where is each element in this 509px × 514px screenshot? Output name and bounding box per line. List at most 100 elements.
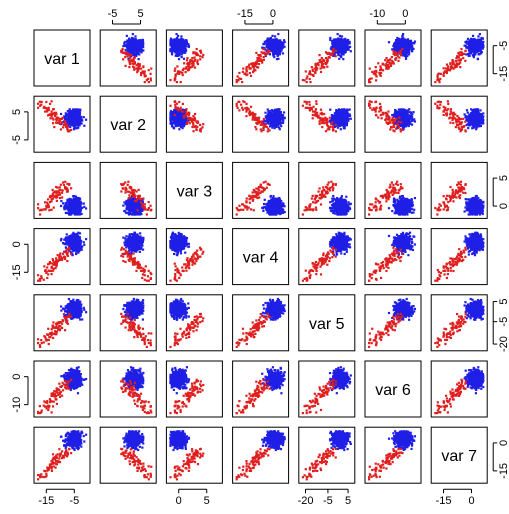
point-blue <box>269 38 271 40</box>
point-red <box>458 56 460 58</box>
point-blue <box>476 45 478 47</box>
point-red <box>53 126 55 128</box>
point-blue <box>482 37 484 39</box>
point-blue <box>184 48 186 50</box>
point-red <box>178 101 180 103</box>
point-red <box>325 57 327 59</box>
point-blue <box>126 35 128 37</box>
point-red <box>149 73 151 75</box>
point-blue <box>349 42 351 44</box>
point-red <box>64 123 66 125</box>
point-blue <box>411 50 413 52</box>
point-red <box>254 64 256 66</box>
point-red <box>142 65 144 67</box>
point-red <box>52 118 54 120</box>
point-blue <box>73 128 75 130</box>
point-blue <box>134 38 136 40</box>
point-blue <box>262 43 264 45</box>
point-red <box>316 67 318 69</box>
point-blue <box>337 49 339 51</box>
point-red <box>252 71 254 73</box>
point-blue <box>277 43 279 45</box>
point-red <box>460 54 462 56</box>
point-red <box>257 60 259 62</box>
point-red <box>185 110 187 112</box>
point-blue <box>342 44 344 46</box>
point-red <box>200 128 202 130</box>
point-red <box>319 67 321 69</box>
point-blue <box>132 33 134 35</box>
point-blue <box>346 48 348 50</box>
point-blue <box>337 47 339 49</box>
point-red <box>201 56 203 58</box>
point-blue <box>69 114 71 116</box>
point-blue <box>279 43 281 45</box>
point-blue <box>343 49 345 51</box>
point-blue <box>85 119 87 121</box>
point-blue <box>342 58 344 60</box>
point-red <box>256 61 258 63</box>
point-blue <box>279 128 281 130</box>
point-red <box>446 71 448 73</box>
point-red <box>335 55 337 57</box>
point-red <box>68 130 70 132</box>
point-blue <box>73 121 75 123</box>
point-red <box>51 100 53 102</box>
point-blue <box>470 49 472 51</box>
point-blue <box>341 41 343 43</box>
point-red <box>251 63 253 65</box>
point-blue <box>271 41 273 43</box>
point-blue <box>408 42 410 44</box>
point-red <box>388 60 390 62</box>
point-blue <box>338 53 340 55</box>
point-red <box>191 57 193 59</box>
point-blue <box>337 37 339 39</box>
point-red <box>194 126 196 128</box>
point-red <box>139 63 141 65</box>
point-red <box>148 81 150 83</box>
point-red <box>60 128 62 130</box>
point-blue <box>347 45 349 47</box>
point-blue <box>479 40 481 42</box>
point-red <box>150 67 152 69</box>
point-blue <box>481 51 483 53</box>
point-red <box>195 52 197 54</box>
point-red <box>188 114 190 116</box>
point-blue <box>83 125 85 127</box>
point-blue <box>466 42 468 44</box>
point-red <box>174 100 176 102</box>
point-blue <box>477 35 479 37</box>
point-red <box>447 67 449 69</box>
point-blue <box>71 117 73 119</box>
point-red <box>267 52 269 54</box>
point-red <box>464 60 466 62</box>
point-red <box>443 67 445 69</box>
point-blue <box>339 35 341 37</box>
point-blue <box>394 45 396 47</box>
point-red <box>250 75 252 77</box>
point-red <box>37 107 39 109</box>
point-blue <box>175 118 177 120</box>
point-blue <box>330 48 332 50</box>
point-red <box>174 75 176 77</box>
point-red <box>329 56 331 58</box>
point-blue <box>74 114 76 116</box>
point-red <box>124 65 126 67</box>
point-red <box>369 78 371 80</box>
point-red <box>182 74 184 76</box>
point-red <box>128 66 130 68</box>
point-blue <box>126 41 128 43</box>
point-red <box>263 56 265 58</box>
point-red <box>182 69 184 71</box>
point-blue <box>80 122 82 124</box>
point-blue <box>338 58 340 60</box>
point-red <box>197 122 199 124</box>
point-red <box>182 103 184 105</box>
point-blue <box>69 118 71 120</box>
point-blue <box>171 52 173 54</box>
point-blue <box>476 50 478 52</box>
point-red <box>452 68 454 70</box>
point-red <box>122 58 124 60</box>
point-red <box>459 66 461 68</box>
point-red <box>385 68 387 70</box>
